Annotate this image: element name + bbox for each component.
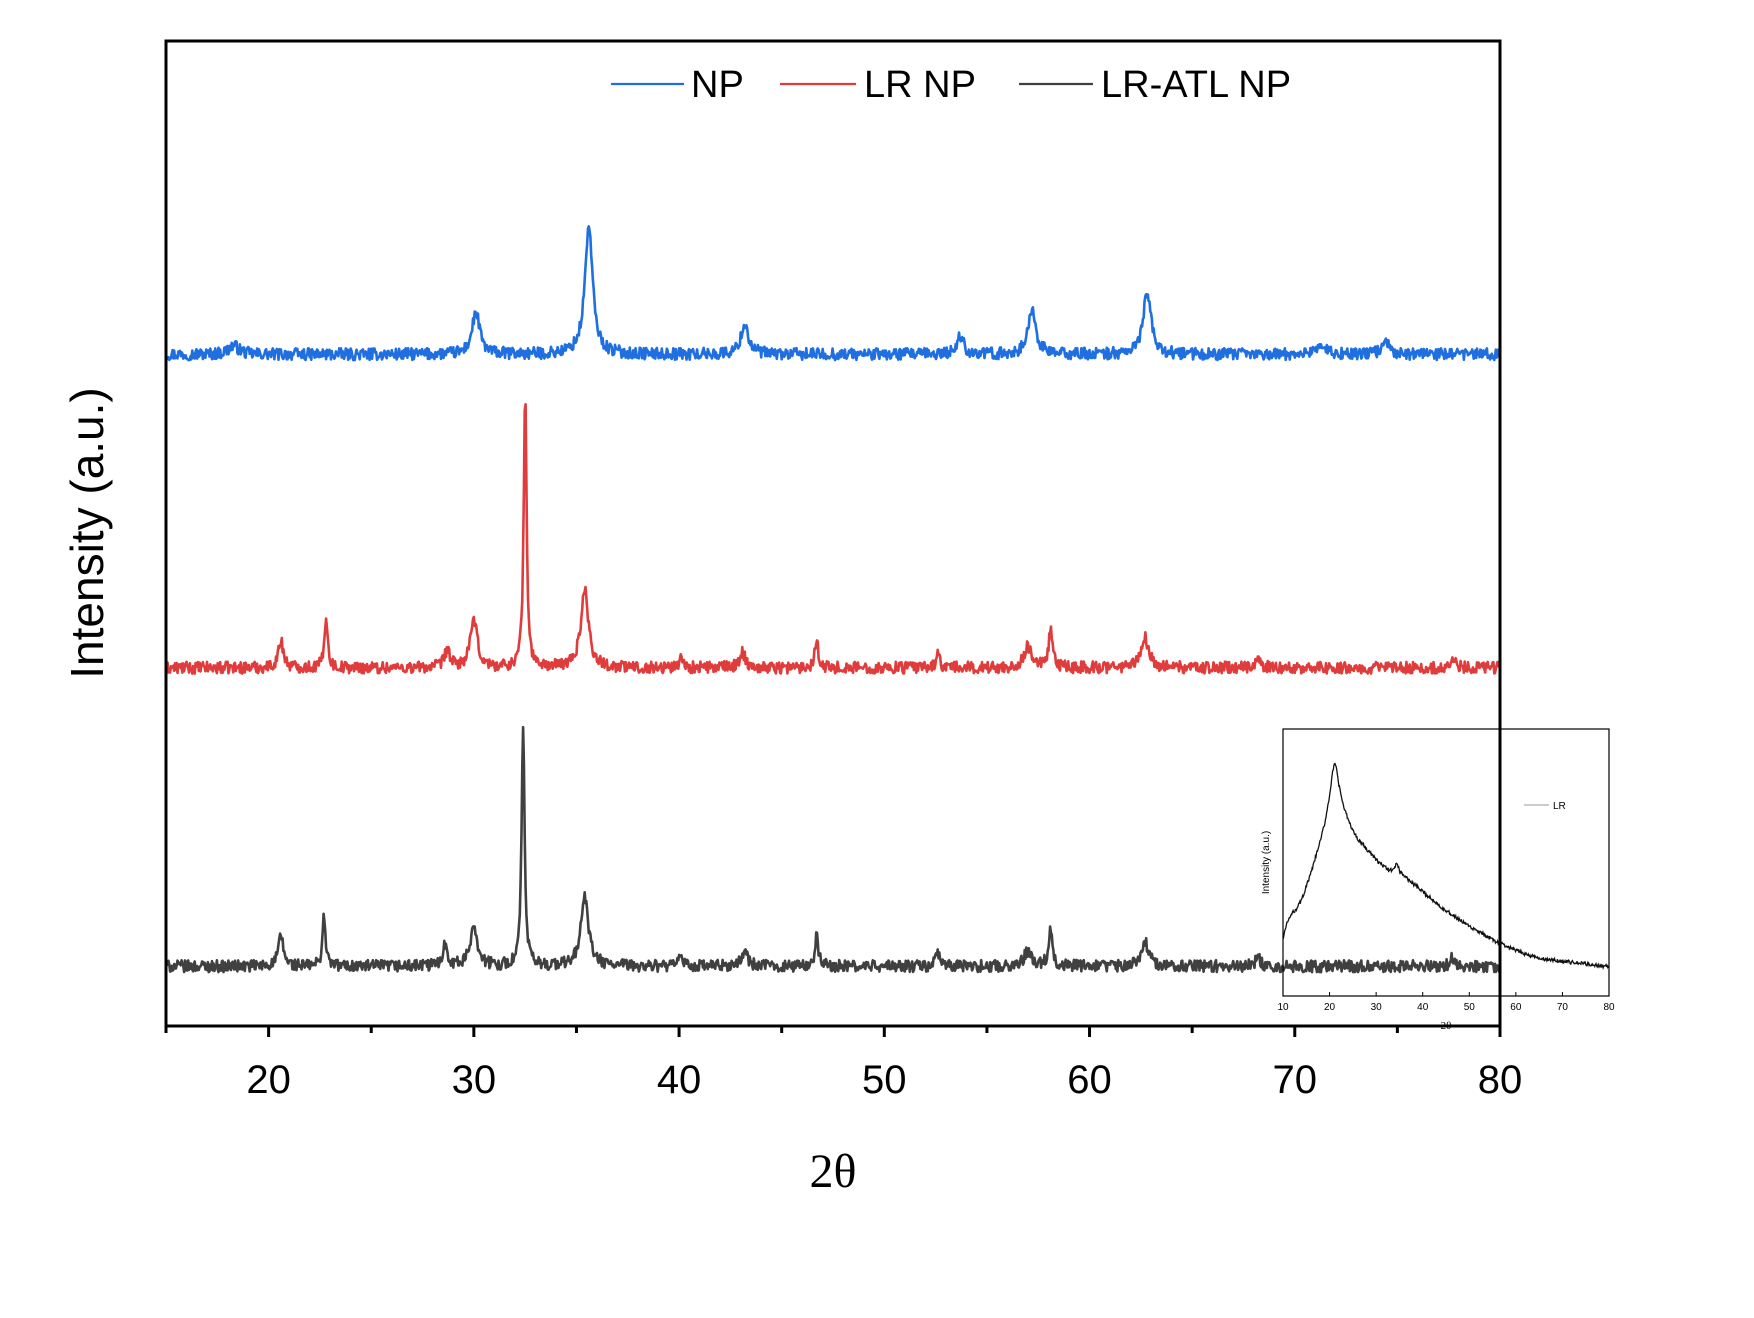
inset-series-line (1282, 762, 1610, 971)
x-tick-label: 50 (862, 1058, 907, 1102)
inset-x-tick-label: 40 (1417, 1002, 1429, 1013)
inset-x-axis: 10 20 30 40 50 60 70 80 (1277, 992, 1615, 1013)
x-tick-label: 80 (1478, 1058, 1523, 1102)
main-series-layer (164, 225, 1502, 974)
inset-legend-label: LR (1553, 801, 1566, 812)
inset-x-tick-label: 60 (1510, 1002, 1522, 1013)
inset-legend: LR (1524, 801, 1566, 812)
inset-series-layer (1282, 762, 1610, 971)
legend-label: LR-ATL NP (1101, 64, 1291, 106)
inset-y-axis-label: Intensity (a.u.) (1261, 831, 1272, 894)
main-x-axis-label: 2θ (810, 1145, 857, 1198)
legend-label: NP (691, 64, 744, 106)
legend-label: LR NP (864, 64, 976, 106)
series-line-1 (164, 225, 1502, 362)
series-line-3 (164, 725, 1502, 974)
inset-plot-frame (1282, 728, 1610, 997)
inset-x-tick-label: 70 (1557, 1002, 1569, 1013)
x-tick-label: 30 (452, 1058, 497, 1102)
main-x-axis: 20 30 40 50 60 70 80 (164, 1026, 1523, 1102)
x-tick-label: 60 (1067, 1058, 1112, 1102)
x-tick-label: 20 (246, 1058, 291, 1102)
inset-chart: 10 20 30 40 50 60 70 80 LR 2θ Intensity (a.u.) (1261, 728, 1615, 1032)
inset-x-axis-label: 2θ (1441, 1020, 1452, 1032)
inset-x-tick-label: 30 (1371, 1002, 1383, 1013)
x-tick-label: 70 (1273, 1058, 1318, 1102)
inset-x-tick-label: 20 (1324, 1002, 1336, 1013)
main-y-axis-label: Intensity (a.u.) (61, 387, 113, 678)
main-legend: NP LR NP LR-ATL NP (611, 64, 1291, 106)
inset-x-tick-label: 80 (1603, 1002, 1615, 1013)
x-tick-label: 40 (657, 1058, 702, 1102)
series-line-2 (164, 403, 1502, 675)
main-plot-frame (164, 39, 1502, 1028)
inset-x-tick-label: 50 (1464, 1002, 1476, 1013)
inset-x-tick-label: 10 (1277, 1002, 1289, 1013)
